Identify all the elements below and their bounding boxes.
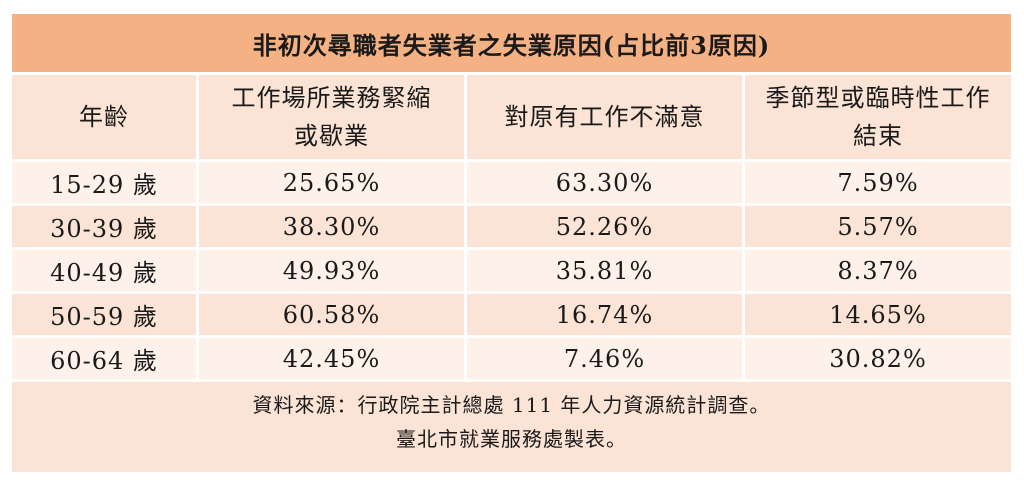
cell-60-64-dissatisfaction: 7.46% — [467, 338, 745, 382]
header-seasonal-work-ended: 季節型或臨時性工作結束 — [745, 75, 1011, 162]
table-grid: 年齡 工作場所業務緊縮或歇業 對原有工作不滿意 季節型或臨時性工作結束 15-2… — [12, 75, 1011, 382]
source-note: 資料來源：行政院主計總處 111 年人力資源統計調查。 — [252, 393, 771, 417]
cell-30-39-dissatisfaction: 52.26% — [467, 206, 745, 250]
header-job-dissatisfaction: 對原有工作不滿意 — [467, 75, 745, 162]
maker-note: 臺北市就業服務處製表。 — [396, 427, 627, 451]
cell-40-49-seasonal: 8.37% — [745, 250, 1011, 294]
header-job-dissatisfaction-label: 對原有工作不滿意 — [504, 103, 705, 131]
cell-40-49-business: 49.93% — [199, 250, 467, 294]
table-title: 非初次尋職者失業者之失業原因(占比前3原因) — [12, 14, 1011, 75]
cell-50-59-business: 60.58% — [199, 294, 467, 338]
cell-30-39-business: 38.30% — [199, 206, 467, 250]
header-business-contraction: 工作場所業務緊縮或歇業 — [199, 75, 467, 162]
age-40-49: 40-49 歲 — [12, 250, 199, 294]
table-footer: 資料來源：行政院主計總處 111 年人力資源統計調查。 臺北市就業服務處製表。 — [12, 382, 1011, 472]
cell-15-29-business: 25.65% — [199, 162, 467, 206]
age-50-59: 50-59 歲 — [12, 294, 199, 338]
cell-50-59-seasonal: 14.65% — [745, 294, 1011, 338]
cell-50-59-dissatisfaction: 16.74% — [467, 294, 745, 338]
cell-60-64-seasonal: 30.82% — [745, 338, 1011, 382]
header-business-contraction-label: 工作場所業務緊縮或歇業 — [231, 84, 432, 150]
header-age: 年齡 — [12, 75, 199, 162]
unemployment-reasons-table: 非初次尋職者失業者之失業原因(占比前3原因) 年齡 工作場所業務緊縮或歇業 對原… — [12, 14, 1011, 479]
cell-15-29-dissatisfaction: 63.30% — [467, 162, 745, 206]
age-60-64: 60-64 歲 — [12, 338, 199, 382]
age-15-29: 15-29 歲 — [12, 162, 199, 206]
cell-30-39-seasonal: 5.57% — [745, 206, 1011, 250]
header-seasonal-work-ended-label: 季節型或臨時性工作結束 — [765, 84, 991, 150]
age-30-39: 30-39 歲 — [12, 206, 199, 250]
cell-15-29-seasonal: 7.59% — [745, 162, 1011, 206]
cell-60-64-business: 42.45% — [199, 338, 467, 382]
cell-40-49-dissatisfaction: 35.81% — [467, 250, 745, 294]
